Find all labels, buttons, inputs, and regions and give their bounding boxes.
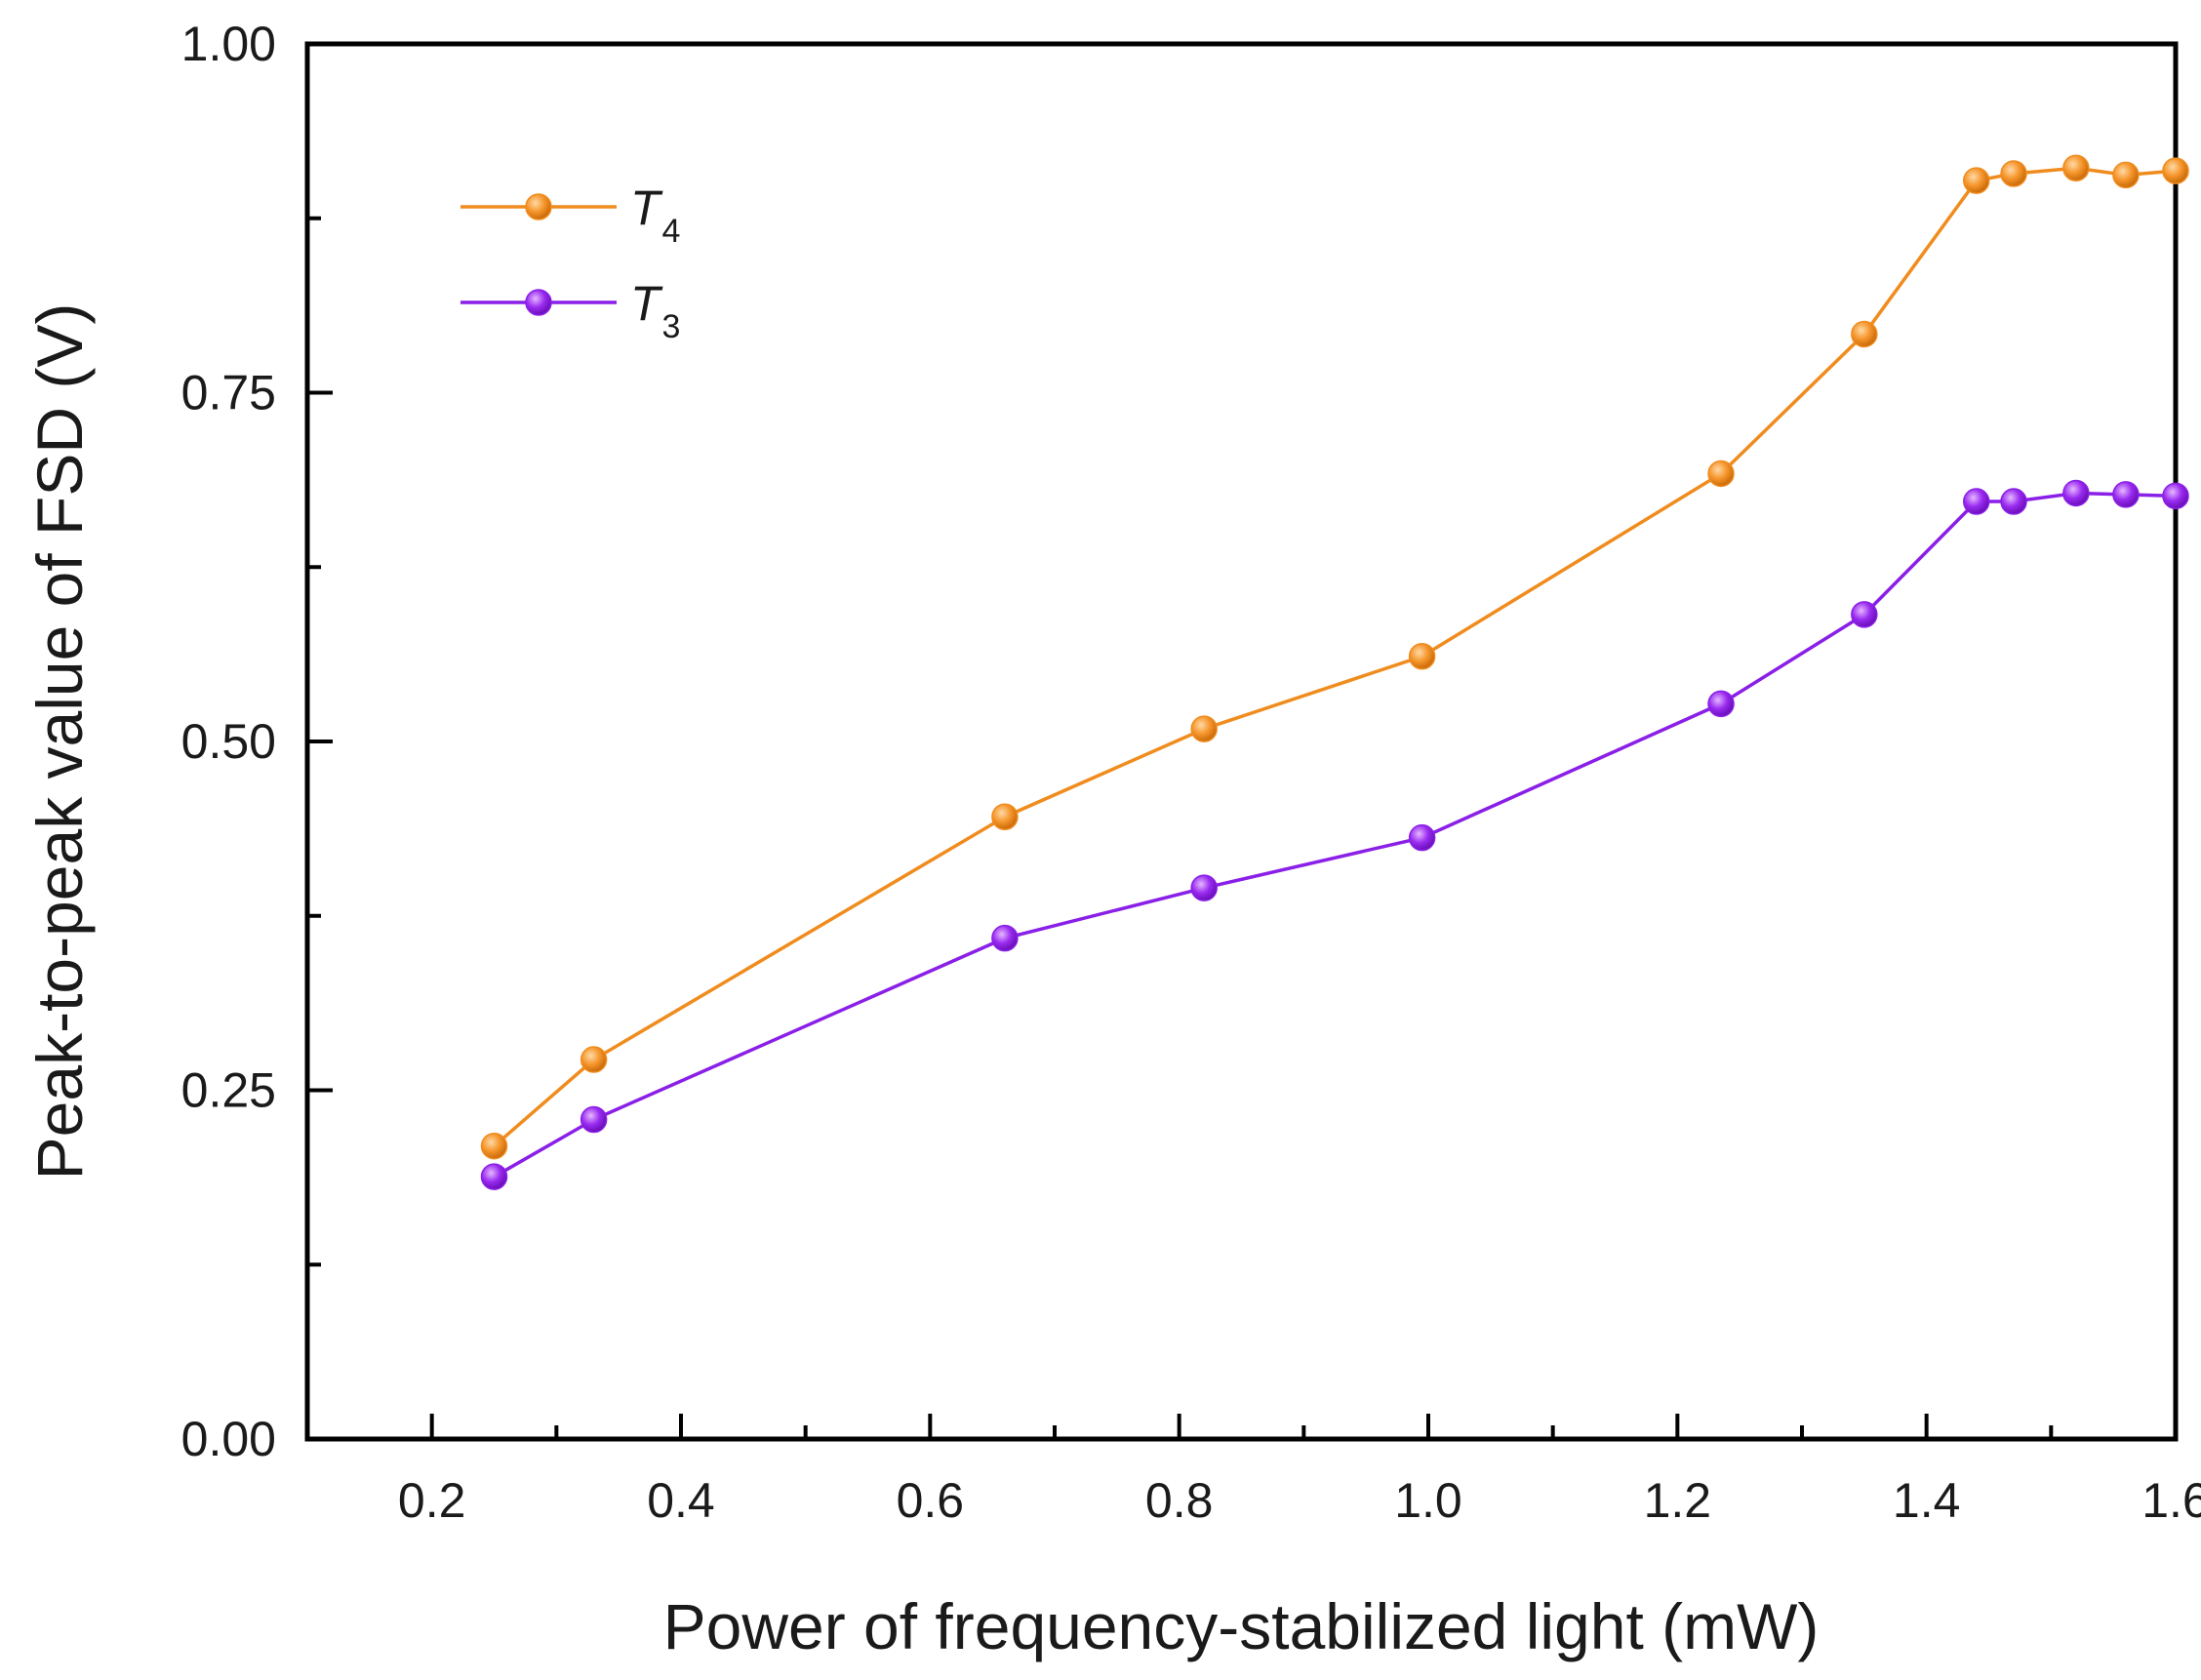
data-point-T3-5 [1707, 690, 1735, 718]
series-line-T4 [493, 166, 2177, 1148]
x-tick-label-5: 1.2 [1644, 1473, 1712, 1528]
data-point-T3-2 [991, 924, 1019, 952]
x-tick-label-4: 1.0 [1394, 1473, 1462, 1528]
legend-marker [525, 289, 552, 316]
data-point-T4-11 [2162, 157, 2189, 184]
data-point-T4-8 [2000, 160, 2027, 187]
y-tick-label-3: 0.75 [181, 366, 276, 420]
series-T4 [480, 154, 2189, 1160]
data-point-T3-7 [1962, 488, 1990, 515]
x-tick-label-6: 1.4 [1893, 1473, 1961, 1528]
legend-label: T4 [630, 180, 680, 250]
data-point-T4-9 [2062, 154, 2090, 182]
plot-frame [304, 41, 2179, 1442]
x-tick-label-3: 0.8 [1145, 1473, 1214, 1528]
data-point-T3-9 [2062, 479, 2090, 507]
axis-ticks [307, 42, 2178, 1441]
x-axis-title: Power of frequency-stabilized light (mW) [663, 1590, 1820, 1662]
data-point-T4-2 [991, 803, 1019, 830]
data-point-T4-1 [580, 1046, 608, 1073]
series-T3 [480, 479, 2189, 1190]
legend-marker [525, 193, 552, 220]
data-point-T3-4 [1408, 823, 1436, 852]
y-tick-label-0: 0.00 [181, 1412, 276, 1466]
data-point-T4-5 [1707, 460, 1735, 488]
data-point-T4-10 [2112, 161, 2140, 189]
data-point-T4-0 [480, 1132, 508, 1160]
y-tick-label-2: 0.50 [181, 714, 276, 769]
data-point-T4-3 [1190, 715, 1218, 742]
legend-entry-T4: T4 [460, 180, 680, 250]
data-point-T3-11 [2162, 482, 2189, 510]
data-point-T4-7 [1962, 167, 1990, 194]
data-point-T3-8 [2000, 488, 2027, 515]
x-tick-label-1: 0.4 [647, 1473, 715, 1528]
data-point-T3-10 [2112, 481, 2140, 508]
y-tick-label-4: 1.00 [181, 17, 276, 71]
data-point-T3-1 [580, 1105, 608, 1134]
tick-labels: 0.2 0.4 0.6 0.8 1.0 1.2 1.4 1.6 0.00 0.25 0.50 0.75… [181, 17, 2201, 1528]
y-axis-title: Peak-to-peak value of FSD (V) [23, 303, 96, 1180]
y-tick-label-1: 0.25 [181, 1063, 276, 1118]
legend-entry-T3: T3 [460, 276, 680, 345]
data-point-T4-4 [1408, 643, 1436, 670]
x-tick-label-7: 1.6 [2141, 1473, 2201, 1528]
series-line-T3 [493, 491, 2177, 1179]
series-layer [480, 154, 2189, 1190]
data-point-T4-6 [1851, 320, 1878, 348]
legend-label: T3 [630, 276, 680, 345]
data-point-T3-3 [1190, 874, 1218, 901]
x-tick-label-0: 0.2 [398, 1473, 466, 1528]
data-point-T3-0 [480, 1163, 508, 1190]
x-tick-label-2: 0.6 [897, 1473, 965, 1528]
data-point-T3-6 [1851, 601, 1878, 628]
